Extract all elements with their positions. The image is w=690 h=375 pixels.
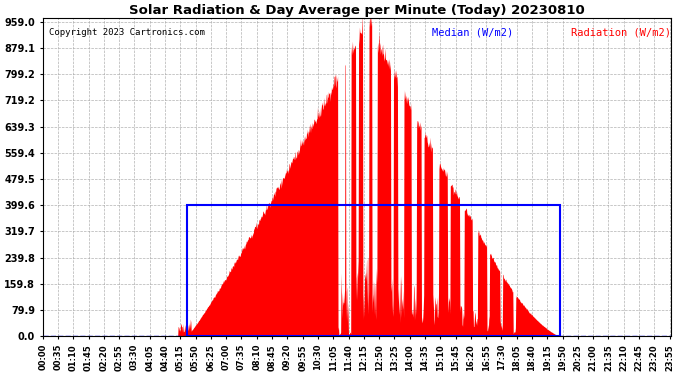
Title: Solar Radiation & Day Average per Minute (Today) 20230810: Solar Radiation & Day Average per Minute… xyxy=(129,4,585,17)
Bar xyxy=(187,205,560,336)
Text: Radiation (W/m2): Radiation (W/m2) xyxy=(571,28,671,38)
Text: Copyright 2023 Cartronics.com: Copyright 2023 Cartronics.com xyxy=(49,28,205,37)
Text: Median (W/m2): Median (W/m2) xyxy=(433,28,514,38)
